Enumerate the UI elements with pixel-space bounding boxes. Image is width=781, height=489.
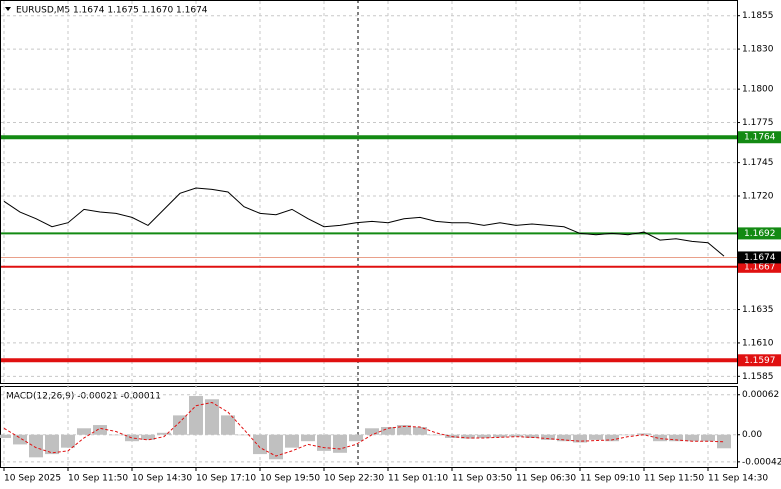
- x-tick-label: 10 Sep 22:30: [324, 474, 384, 484]
- x-tick-label: 10 Sep 2025: [4, 474, 61, 484]
- x-tick-label: 11 Sep 01:10: [388, 474, 448, 484]
- last-price-label: 1.1674: [744, 253, 776, 263]
- y-tick-label: 1.1610: [742, 338, 774, 348]
- chart-title: EURUSD,M5 1.1674 1.1675 1.1670 1.1674: [16, 6, 208, 16]
- macd-bar: [253, 434, 267, 455]
- macd-bar: [61, 434, 75, 448]
- macd-bar: [573, 434, 587, 443]
- menu-arrow: [5, 7, 11, 11]
- y-tick-label: 1.1775: [742, 118, 774, 128]
- macd-bar: [269, 434, 283, 460]
- macd-frame: [0, 386, 738, 468]
- macd-bar: [637, 433, 651, 435]
- price-frame: [0, 0, 738, 384]
- macd-bar: [541, 434, 555, 440]
- macd-bar: [717, 434, 731, 449]
- signal-line: [3, 401, 725, 457]
- macd-bar: [397, 425, 411, 435]
- macd-bar: [349, 434, 363, 442]
- macd-bar: [477, 434, 491, 438]
- macd-bar: [509, 434, 523, 437]
- macd-bar: [621, 434, 635, 436]
- macd-bar: [653, 434, 667, 442]
- macd-bar: [701, 434, 715, 442]
- macd-title: MACD(12,26,9) -0.00021 -0.00011: [6, 392, 161, 402]
- macd-bar: [589, 434, 603, 440]
- macd-bar: [77, 428, 91, 435]
- level-label: 1.1764: [744, 133, 776, 143]
- y-tick-label: 0.00062: [742, 390, 779, 400]
- macd-bar: [157, 432, 171, 435]
- x-tick-label: 10 Sep 17:10: [196, 474, 256, 484]
- macd-bar: [413, 427, 427, 435]
- macd-bar: [605, 434, 619, 442]
- macd-bar: [221, 415, 235, 435]
- macd-bar: [461, 434, 475, 439]
- x-tick-label: 10 Sep 11:50: [68, 474, 128, 484]
- x-tick-label: 11 Sep 11:50: [644, 474, 704, 484]
- macd-bar: [109, 434, 123, 436]
- y-tick-label: 0.00: [742, 430, 762, 440]
- level-box: [738, 354, 781, 367]
- macd-bar: [173, 415, 187, 435]
- x-tick-label: 10 Sep 14:30: [132, 474, 192, 484]
- x-tick-label: 11 Sep 09:10: [580, 474, 640, 484]
- macd-bar: [189, 396, 203, 435]
- macd-bar: [301, 434, 315, 442]
- macd-bar: [29, 434, 43, 458]
- x-tick-label: 11 Sep 03:50: [452, 474, 512, 484]
- macd-bar: [205, 399, 219, 435]
- macd-bar: [685, 434, 699, 442]
- y-tick-label: 1.1855: [742, 11, 774, 21]
- macd-bar: [141, 434, 155, 440]
- macd-bar: [13, 434, 27, 445]
- x-tick-label: 11 Sep 14:30: [708, 474, 768, 484]
- x-tick-label: 11 Sep 06:30: [516, 474, 576, 484]
- level-box: [738, 227, 781, 240]
- macd-bar: [285, 434, 299, 448]
- macd-bar: [333, 434, 347, 453]
- macd-bar: [237, 434, 251, 436]
- macd-bar: [125, 434, 139, 442]
- y-tick-label: 1.1635: [742, 305, 774, 315]
- level-box: [738, 260, 781, 273]
- level-label: 1.1692: [744, 229, 776, 239]
- y-tick-label: -0.00042: [742, 457, 781, 467]
- macd-bar: [381, 427, 395, 435]
- macd-bar: [365, 428, 379, 435]
- price-line: [3, 187, 725, 257]
- macd-bar: [557, 434, 571, 442]
- macd-bar: [493, 434, 507, 438]
- x-tick-label: 10 Sep 19:50: [260, 474, 320, 484]
- y-tick-label: 1.1800: [742, 85, 774, 95]
- macd-bar: [525, 434, 539, 438]
- macd-bar: [93, 425, 107, 435]
- y-tick-label: 1.1585: [742, 372, 774, 382]
- level-box: [738, 131, 781, 144]
- macd-bar: [669, 434, 683, 442]
- macd-bar: [429, 434, 443, 436]
- level-label: 1.1667: [744, 262, 776, 272]
- y-tick-label: 1.1745: [742, 158, 774, 168]
- macd-bar: [0, 434, 11, 438]
- y-tick-label: 1.1830: [742, 45, 774, 55]
- macd-bar: [45, 434, 59, 455]
- y-tick-label: 1.1720: [742, 192, 774, 202]
- last-price-box: [738, 251, 781, 264]
- level-label: 1.1597: [744, 356, 776, 366]
